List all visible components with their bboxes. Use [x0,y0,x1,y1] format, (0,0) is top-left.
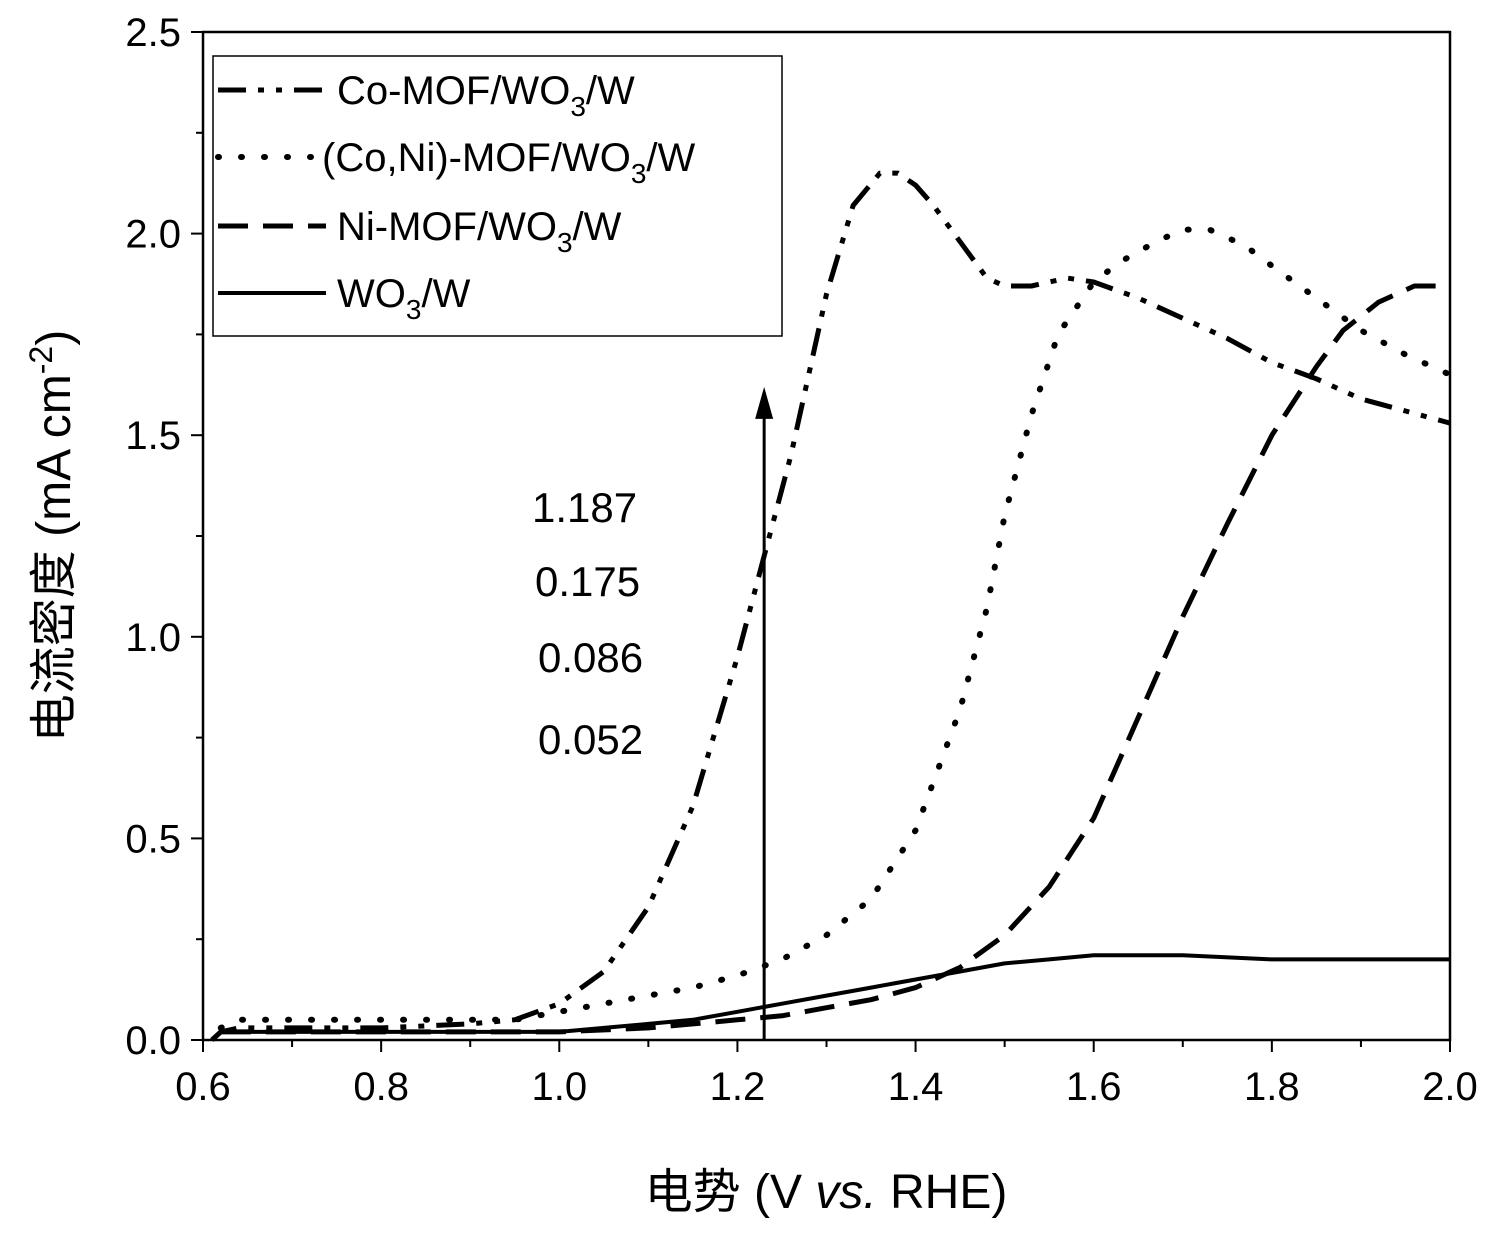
x-tick-label: 1.0 [531,1065,587,1109]
x-axis: 0.6 0.8 1.0 1.2 1.4 1.6 1.8 2.0 [175,1040,1478,1109]
series-layer [210,170,1453,1042]
legend-label-coni-mof: (Co,Ni)-MOF/WO3/W [322,136,696,189]
x-tick-label: 1.2 [710,1065,766,1109]
x-tick-label: 1.6 [1066,1065,1122,1109]
legend-label-ni-mof: Ni-MOF/WO3/W [337,205,622,258]
x-tick-label: 0.8 [353,1065,409,1109]
annotation-value-1: 1.187 [532,484,637,531]
annotation-value-2: 0.175 [535,558,640,605]
annotation-value-4: 0.052 [538,716,643,763]
annotation-value-3: 0.086 [538,634,643,681]
y-tick-label: 0.5 [125,817,181,861]
series-line-3 [220,283,1450,1035]
x-tick-label: 1.8 [1244,1065,1300,1109]
x-tick-label: 1.4 [888,1065,944,1109]
series-line-2 [217,226,1453,1031]
x-tick-label: 2.0 [1422,1065,1478,1109]
y-tick-label: 1.5 [125,414,181,458]
y-axis: 0.0 0.5 1.0 1.5 2.0 2.5 [125,11,203,1063]
y-tick-label: 0.0 [125,1019,181,1063]
annotation-arrow-group [755,386,774,1040]
legend-label-wo3: WO3/W [337,272,471,325]
x-tick-label: 0.6 [175,1065,231,1109]
y-axis-title: 电流密度 (mA cm-2) [23,330,81,742]
y-tick-label: 1.0 [125,616,181,660]
y-tick-label: 2.5 [125,11,181,55]
arrow-head-icon [755,386,774,419]
x-axis-title: 电势 (V vs. RHE) [645,1166,1008,1219]
legend: Co-MOF/WO3/W (Co,Ni)-MOF/WO3/W Ni-MOF/WO… [212,55,783,337]
legend-box [212,55,783,337]
y-tick-label: 2.0 [125,213,181,257]
series-line-4 [210,953,1450,1042]
legend-label-co-mof: Co-MOF/WO3/W [337,69,635,122]
